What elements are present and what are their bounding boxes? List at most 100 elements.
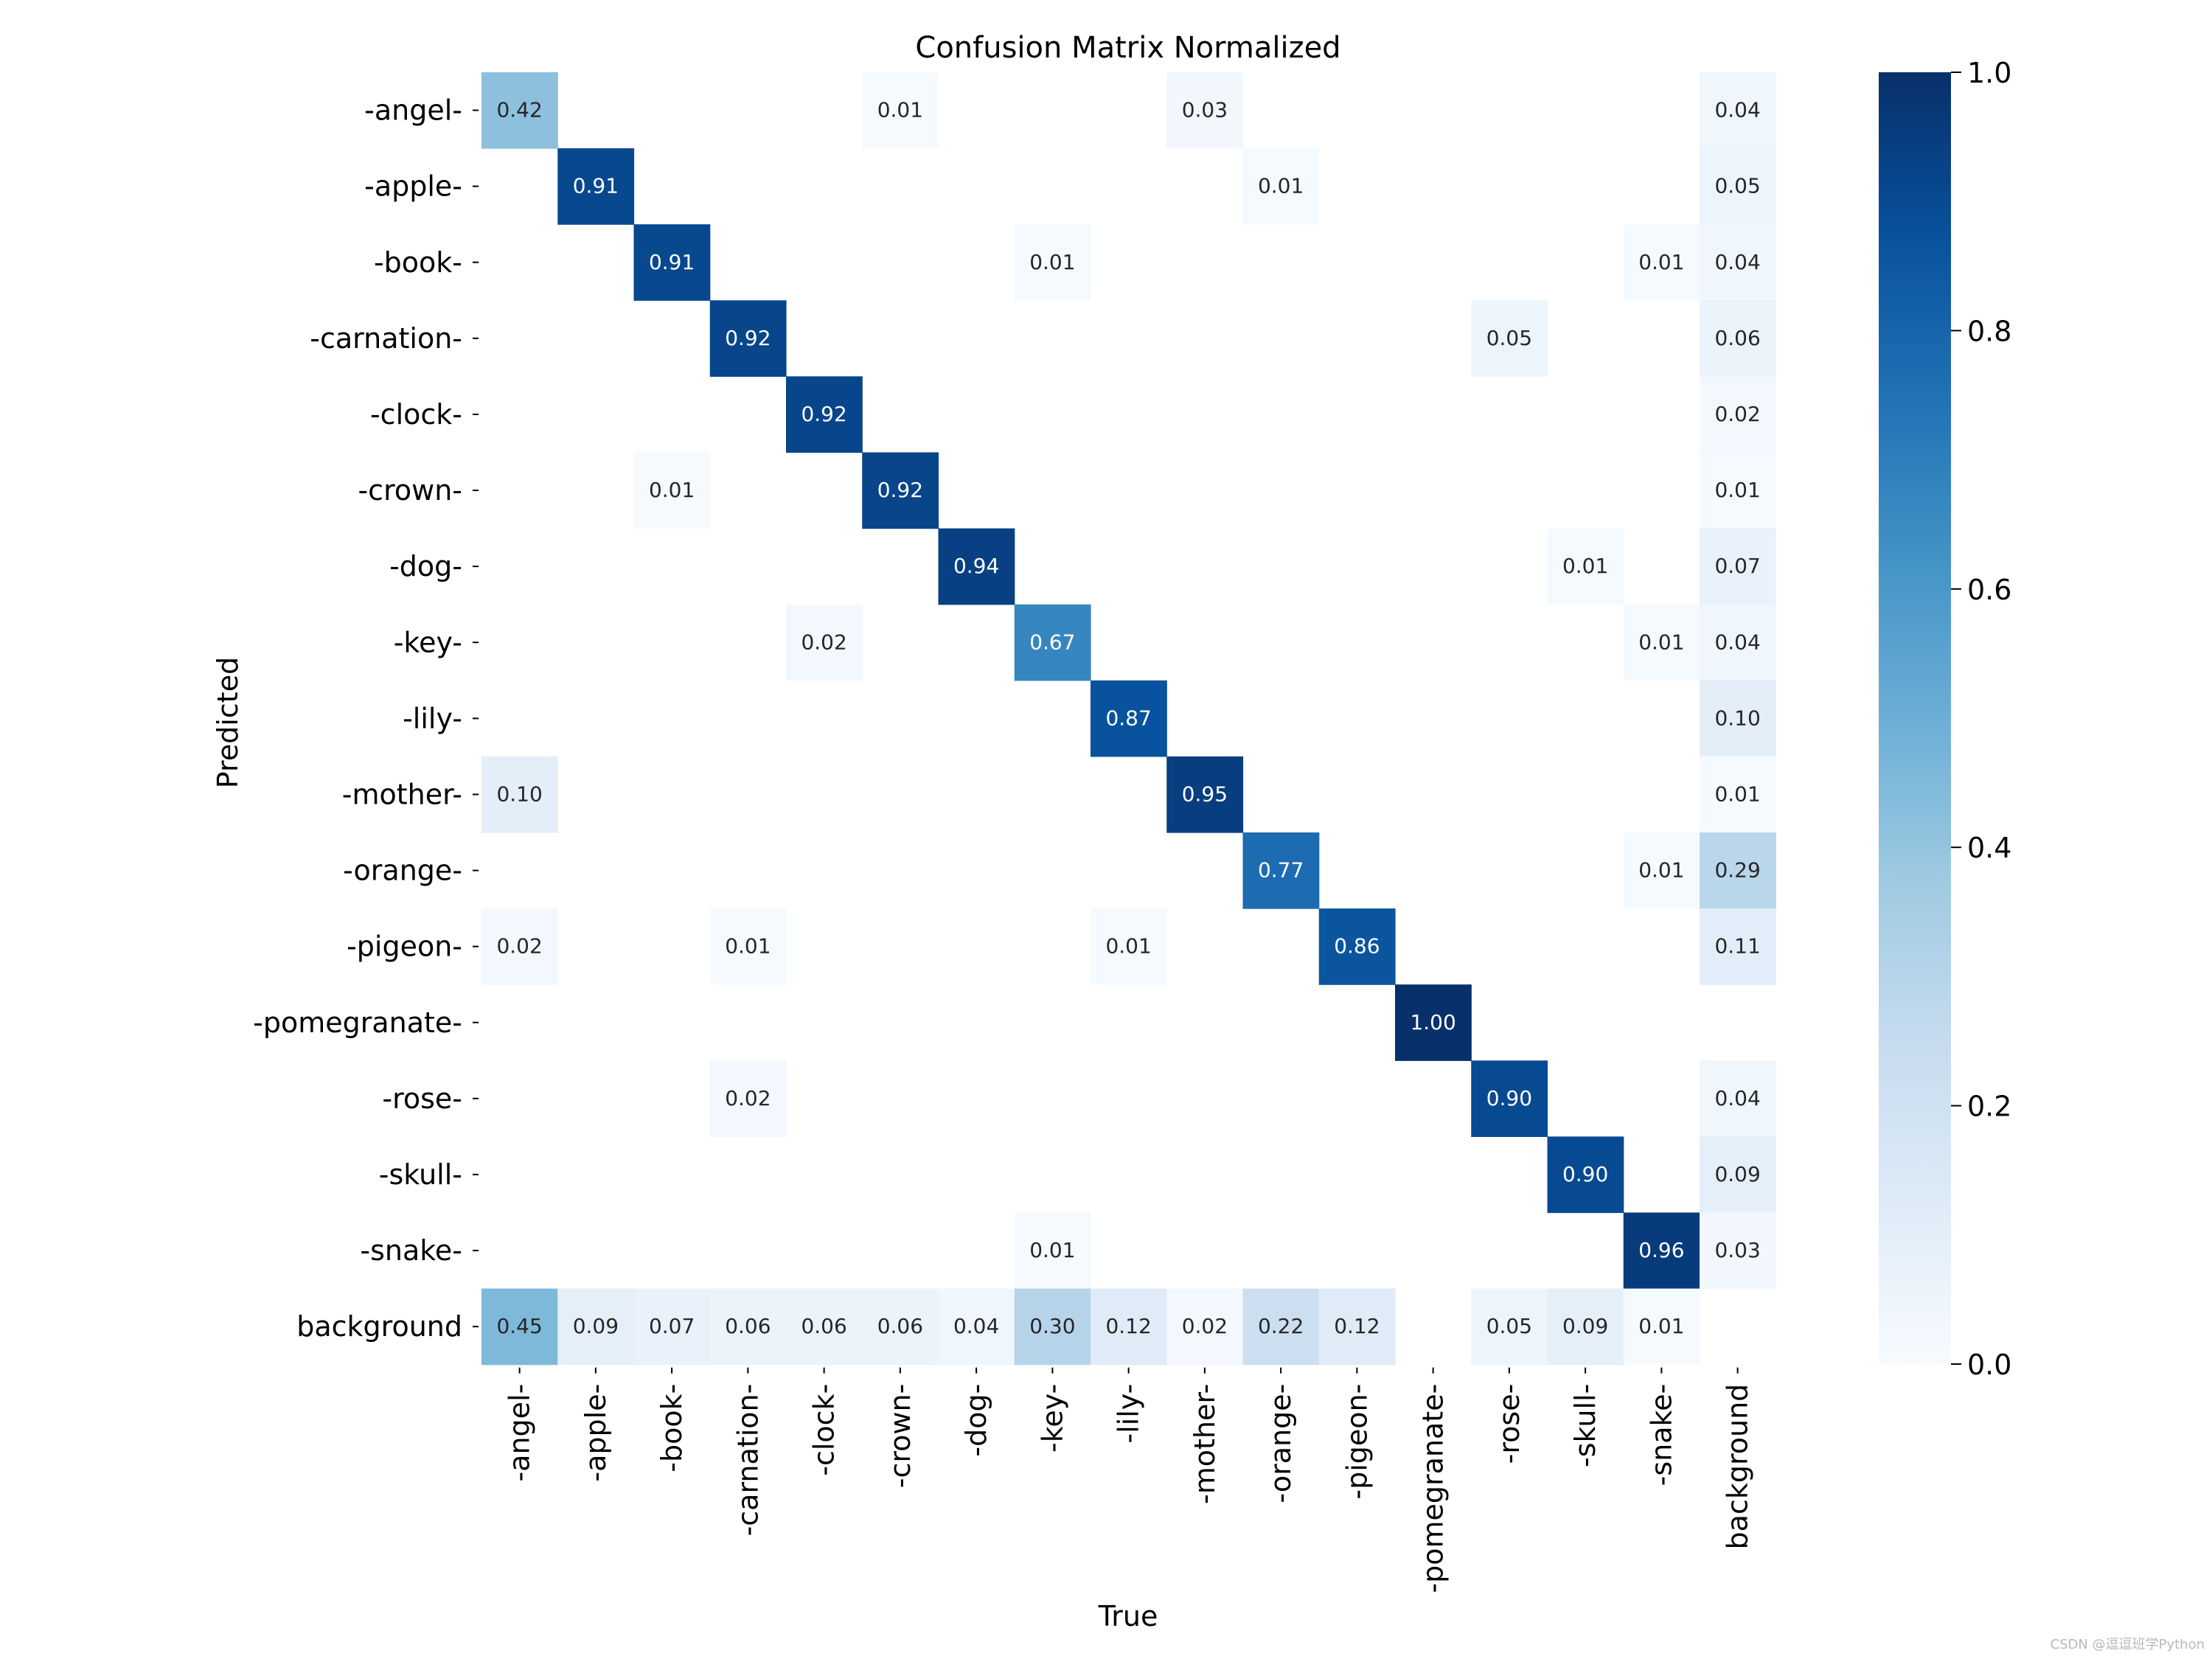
cell-value-label: 0.09 bbox=[573, 1314, 619, 1338]
heatmap-cell bbox=[709, 908, 787, 985]
x-tick-label: -book- bbox=[655, 1384, 688, 1472]
heatmap-cell bbox=[1623, 224, 1700, 301]
heatmap-cell bbox=[1700, 680, 1776, 757]
heatmap-cell bbox=[1700, 1136, 1776, 1214]
heatmap-cell bbox=[1700, 300, 1776, 377]
cell-value-label: 0.02 bbox=[496, 934, 542, 959]
x-tick-label: -lily- bbox=[1113, 1384, 1145, 1444]
heatmap-cell bbox=[1091, 908, 1167, 985]
x-tick-label: -apple- bbox=[580, 1384, 612, 1482]
cell-value-label: 0.06 bbox=[801, 1314, 846, 1338]
x-tick-label: -dog- bbox=[960, 1384, 992, 1457]
x-tick-label: background bbox=[1722, 1384, 1754, 1550]
y-tick-label: -pigeon- bbox=[347, 931, 462, 963]
colorbar-ticks: 0.0 0.2 0.4 0.6 0.8 1.0 bbox=[1951, 57, 2011, 1381]
heatmap-cell bbox=[709, 1288, 787, 1366]
heatmap-cell bbox=[786, 1288, 863, 1366]
heatmap-cell bbox=[633, 224, 711, 301]
y-tick-label: -clock- bbox=[370, 398, 462, 431]
cell-value-label: 0.10 bbox=[1714, 706, 1760, 730]
cell-value-label: 0.91 bbox=[649, 250, 695, 274]
y-tick-label: background bbox=[296, 1310, 462, 1343]
heatmap-cell bbox=[1623, 1212, 1700, 1290]
y-tick-label: -carnation- bbox=[310, 322, 462, 355]
heatmap-cell bbox=[786, 376, 863, 453]
cell-value-label: 0.07 bbox=[1714, 554, 1760, 578]
cell-value-label: 0.05 bbox=[1486, 1314, 1532, 1338]
cell-value-label: 0.01 bbox=[1714, 478, 1760, 502]
y-axis-ticks: -angel- -apple- -book- -carnation- -clock- -c… bbox=[253, 94, 479, 1343]
cell-value-label: 0.12 bbox=[1105, 1314, 1151, 1338]
x-tick-label: -snake- bbox=[1645, 1384, 1677, 1486]
cell-value-label: 0.94 bbox=[953, 554, 999, 578]
cell-value-label: 0.02 bbox=[1714, 402, 1760, 426]
heatmap-cell bbox=[1700, 908, 1776, 985]
cell-value-label: 0.04 bbox=[1714, 250, 1760, 274]
heatmap-cell bbox=[481, 756, 558, 833]
colorbar-tick-label: 0.0 bbox=[1967, 1349, 2011, 1381]
colorbar-tick-label: 1.0 bbox=[1967, 57, 2011, 89]
heatmap-cell bbox=[1623, 604, 1700, 681]
x-tick-label: -mother- bbox=[1189, 1384, 1221, 1504]
heatmap-cell bbox=[862, 452, 939, 529]
heatmap-cell bbox=[1318, 1288, 1396, 1366]
heatmap-cell bbox=[1166, 756, 1244, 833]
heatmap-cell bbox=[1700, 72, 1776, 149]
x-tick-label: -orange- bbox=[1265, 1384, 1297, 1503]
x-tick-label: -rose- bbox=[1493, 1384, 1526, 1464]
cell-value-label: 0.04 bbox=[1714, 1086, 1760, 1110]
heatmap-cell bbox=[1700, 1060, 1776, 1137]
x-tick-label: -clock- bbox=[808, 1384, 841, 1476]
heatmap-cell bbox=[1700, 528, 1776, 605]
heatmap-cell bbox=[481, 1288, 558, 1366]
cell-value-label: 0.91 bbox=[573, 174, 619, 198]
cell-value-label: 0.02 bbox=[1182, 1314, 1228, 1338]
cell-value-label: 0.01 bbox=[725, 934, 771, 959]
x-tick-label: -skull- bbox=[1569, 1384, 1601, 1467]
heatmap-cell bbox=[1166, 1288, 1244, 1366]
cell-value-label: 0.01 bbox=[1029, 1238, 1075, 1262]
cell-value-label: 0.01 bbox=[1562, 554, 1608, 578]
x-tick-label: -pomegranate- bbox=[1417, 1384, 1450, 1593]
x-tick-label: -pigeon- bbox=[1340, 1384, 1373, 1500]
cell-value-label: 0.05 bbox=[1714, 174, 1760, 198]
heatmap-cell bbox=[1623, 832, 1700, 909]
cell-value-label: 0.45 bbox=[496, 1314, 542, 1338]
cell-value-label: 0.90 bbox=[1562, 1162, 1608, 1186]
cell-value-label: 0.01 bbox=[1638, 858, 1684, 883]
heatmap-cell bbox=[1395, 984, 1472, 1061]
y-axis-label: Predicted bbox=[212, 657, 244, 788]
heatmap-cell bbox=[709, 300, 787, 377]
cell-value-label: 0.01 bbox=[1638, 250, 1684, 274]
cell-value-label: 0.01 bbox=[1029, 250, 1075, 274]
y-tick-label: -rose- bbox=[382, 1082, 462, 1115]
heatmap-cell bbox=[1014, 1288, 1091, 1366]
watermark: CSDN @逗逗班学Python bbox=[2050, 1637, 2205, 1652]
heatmap-cell bbox=[557, 148, 635, 225]
heatmap-cell bbox=[1242, 1288, 1320, 1366]
cell-value-label: 0.04 bbox=[1714, 630, 1760, 654]
heatmap-cell bbox=[481, 72, 558, 149]
cell-value-label: 0.02 bbox=[725, 1086, 771, 1110]
heatmap-cell bbox=[633, 1288, 711, 1366]
heatmap-cell bbox=[1700, 148, 1776, 225]
y-tick-label: -orange- bbox=[343, 855, 462, 887]
heatmap-cell bbox=[862, 1288, 939, 1366]
cell-value-label: 0.04 bbox=[1714, 98, 1760, 122]
y-tick-label: -skull- bbox=[379, 1158, 462, 1191]
cell-value-label: 0.86 bbox=[1334, 934, 1380, 959]
cell-value-label: 0.09 bbox=[1562, 1314, 1608, 1338]
cell-value-label: 0.92 bbox=[877, 478, 923, 502]
heatmap-cell bbox=[1700, 832, 1776, 909]
cell-value-label: 0.01 bbox=[877, 98, 923, 122]
cell-value-label: 0.12 bbox=[1334, 1314, 1380, 1338]
cell-value-label: 0.30 bbox=[1029, 1314, 1075, 1338]
cell-value-label: 0.04 bbox=[953, 1314, 999, 1338]
colorbar-tick-label: 0.8 bbox=[1967, 315, 2011, 347]
heatmap-cell bbox=[1014, 224, 1091, 301]
heatmap-cell bbox=[938, 528, 1015, 605]
heatmap-cell bbox=[1242, 832, 1320, 909]
y-tick-label: -dog- bbox=[389, 550, 462, 582]
cell-value-label: 0.01 bbox=[1105, 934, 1151, 959]
cell-value-label: 0.03 bbox=[1714, 1238, 1760, 1262]
